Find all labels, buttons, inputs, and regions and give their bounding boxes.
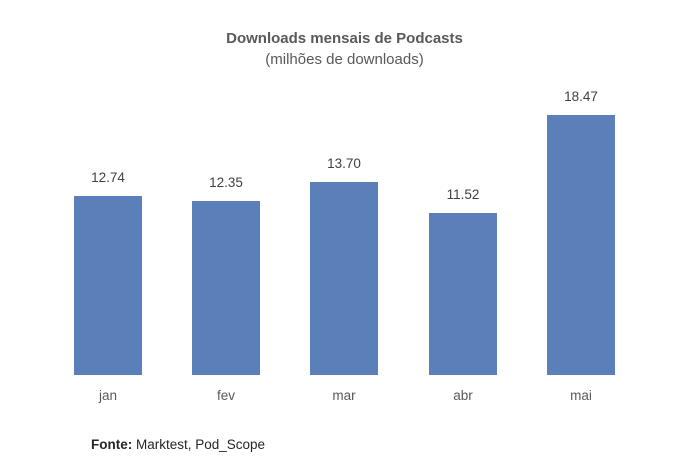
chart-subtitle: (milhões de downloads) (265, 51, 424, 68)
data-label-mar: 13.70 (327, 156, 361, 171)
data-label-jan: 12.74 (91, 170, 125, 185)
source-text: Marktest, Pod_Scope (132, 437, 266, 452)
x-tick-mar: mar (332, 388, 356, 403)
bar-abr (429, 213, 497, 375)
source-note: Fonte: Marktest, Pod_Scope (91, 437, 265, 452)
bar-fev (192, 201, 260, 375)
chart-title: Downloads mensais de Podcasts (226, 30, 463, 47)
source-label: Fonte: (91, 437, 133, 452)
x-tick-jan: jan (98, 388, 117, 403)
bar-mai (547, 115, 615, 375)
bar-jan (74, 196, 142, 375)
x-tick-abr: abr (453, 388, 473, 403)
bar-mar (310, 182, 378, 375)
data-label-fev: 12.35 (209, 175, 243, 190)
data-label-mai: 18.47 (564, 89, 598, 104)
x-tick-mai: mai (570, 388, 592, 403)
data-label-abr: 11.52 (446, 187, 480, 202)
x-tick-fev: fev (216, 388, 235, 403)
